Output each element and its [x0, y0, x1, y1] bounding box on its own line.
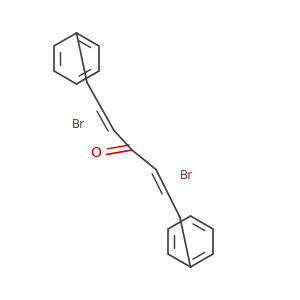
Text: Br: Br — [72, 118, 86, 131]
Text: Br: Br — [180, 169, 193, 182]
Text: O: O — [91, 146, 101, 160]
